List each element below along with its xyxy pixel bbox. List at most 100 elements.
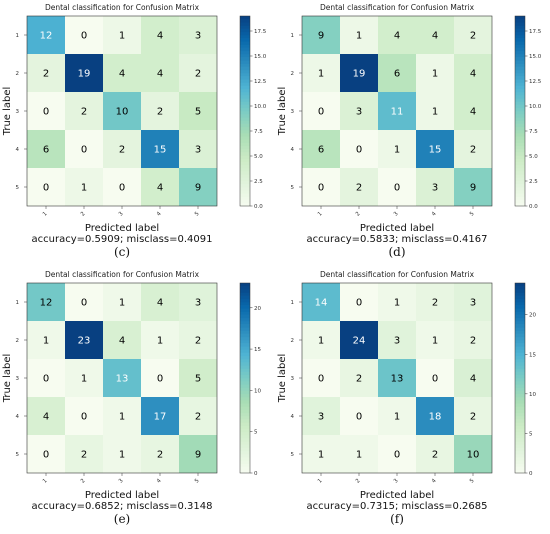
colorbar-segment [240,171,250,175]
colorbar-frame [239,282,251,474]
heatmap-cell [65,397,103,435]
colorbar-segment [515,82,525,86]
colorbar-segment [515,193,525,197]
heatmap-cell [302,16,340,54]
cell-value-label: 1 [157,336,163,347]
colorbar-segment [240,31,250,36]
heatmap-cell [103,168,141,206]
colorbar-segment [240,444,250,448]
cell-value-label: 9 [195,450,201,461]
colorbar-segment [240,114,250,118]
cell-value-label: 3 [394,336,400,347]
colorbar-segment [515,460,525,464]
colorbar-segment [515,466,525,471]
colorbar-segment [515,289,525,293]
cell-value-label: 17 [154,412,167,423]
colorbar-segment [240,95,250,99]
x-tick-label: 1 [42,211,49,218]
colorbar-segment [515,298,525,303]
colorbar-tick-label: 5.0 [529,154,538,160]
y-axis-label: True label [277,87,288,137]
colorbar-tick-label: 7.5 [254,129,263,135]
heatmap-cell [103,16,141,54]
colorbar-segment [240,92,250,96]
colorbar-segment [515,419,525,423]
colorbar-segment [515,104,525,109]
colorbar-segment [240,187,250,191]
colorbar-segment [240,346,250,350]
heatmap-cell [141,92,179,130]
colorbar-segment [515,69,525,74]
cell-value-label: 4 [394,31,400,42]
colorbar-segment [515,149,525,153]
colorbar-segment [240,101,250,105]
colorbar-segment [240,60,250,64]
confusion-matrix-panel: Dental classification for Confusion Matr… [0,267,275,534]
heatmap-cell [103,397,141,435]
colorbar-segment [240,82,250,86]
cell-value-label: 1 [318,336,324,347]
colorbar-segment [240,133,250,137]
colorbar-segment [515,425,525,429]
x-axis-label: Predicted label [360,223,434,234]
cell-value-label: 4 [157,183,163,194]
colorbar-segment [240,183,250,188]
cell-value-label: 2 [195,69,201,80]
colorbar-segment [515,171,525,175]
colorbar-segment [515,381,525,385]
colorbar-segment [240,47,250,52]
colorbar-frame [514,282,526,474]
colorbar-segment [240,286,250,290]
colorbar-segment [515,355,525,360]
heatmap-cell [141,359,179,397]
colorbar-segment [515,177,525,181]
colorbar-segment [240,22,250,26]
colorbar-segment [240,397,250,401]
heatmap-cell [302,321,340,359]
cell-value-label: 1 [394,412,400,423]
chart-title: Dental classification for Confusion Matr… [320,270,475,279]
heatmap-cell [416,130,454,168]
colorbar-segment [240,107,250,112]
cell-value-label: 6 [394,69,400,80]
panel-caption: (f) [390,512,404,526]
heatmap-cell [378,283,416,321]
colorbar-segment [515,371,525,376]
colorbar-segment [240,349,250,353]
colorbar-segment [240,381,250,385]
heatmap-cell [141,397,179,435]
cell-value-label: 0 [394,450,400,461]
colorbar-segment [240,371,250,376]
cell-value-label: 2 [356,374,362,385]
colorbar-segment [240,50,250,55]
colorbar-segment [515,92,525,96]
colorbar-tick-label: 0.0 [254,204,263,210]
colorbar-segment [515,101,525,105]
colorbar-segment [515,76,525,80]
cell-value-label: 15 [154,145,167,156]
colorbar-tick-label: 2.5 [529,179,538,185]
heatmap-cell [65,54,103,92]
colorbar-segment [240,460,250,464]
heatmap-cell [454,16,492,54]
x-tick-label: 1 [42,478,49,485]
colorbar-tick-label: 5 [529,431,533,437]
y-axis-label: True label [2,87,13,137]
x-tick-label: 5 [194,211,201,218]
colorbar-segment [515,406,525,410]
heatmap-cell [65,359,103,397]
colorbar-segment [240,177,250,181]
colorbar-segment [240,308,250,312]
heatmap-cell [27,397,65,435]
cell-value-label: 9 [318,31,324,42]
cell-value-label: 1 [81,183,87,194]
colorbar-tick-label: 17.5 [529,29,542,35]
x-tick-label: 2 [355,211,362,218]
heatmap-cell [302,54,340,92]
heatmap-cell [378,130,416,168]
colorbar-tick-label: 10.0 [529,104,542,110]
colorbar-segment [515,107,525,112]
heatmap-cell [103,283,141,321]
colorbar-tick-label: 12.5 [529,79,542,85]
colorbar-segment [240,333,250,338]
